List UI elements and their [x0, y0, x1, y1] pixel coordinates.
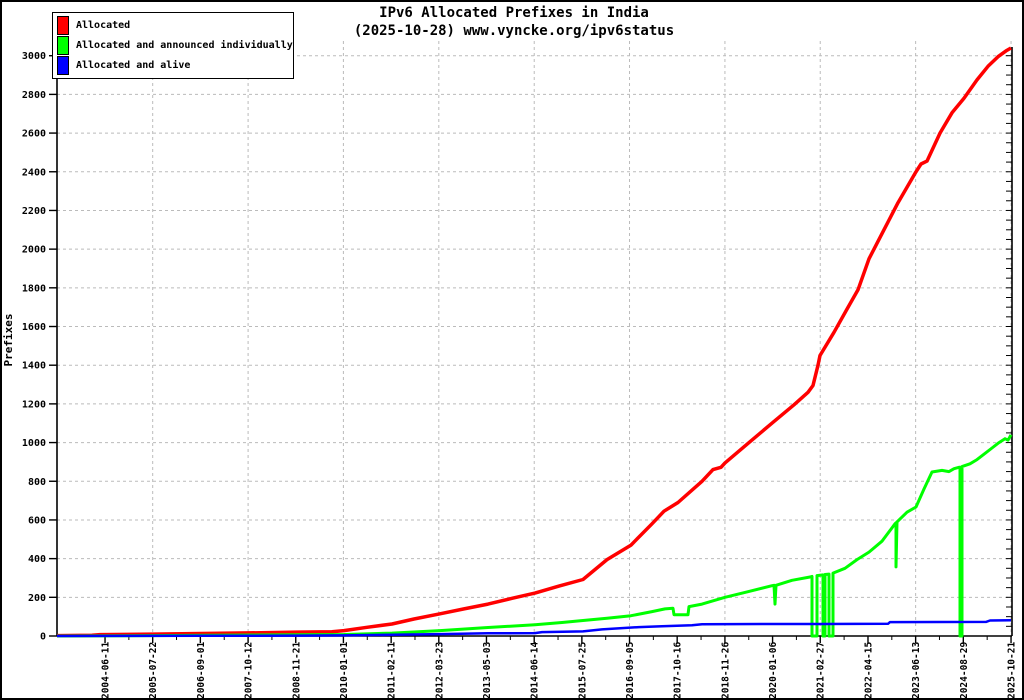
y-tick-label: 2200 — [22, 206, 46, 217]
x-tick-label: 2004-06-11 — [101, 642, 112, 699]
x-tick-label: 2005-07-22 — [148, 642, 159, 699]
y-tick-label: 1800 — [22, 283, 46, 294]
x-tick-label: 2011-02-11 — [387, 642, 398, 699]
legend-label: Allocated and announced individually — [76, 39, 293, 51]
x-tick-label: 2013-05-03 — [482, 642, 493, 699]
x-tick-label: 2016-09-05 — [625, 642, 636, 699]
legend-label: Allocated — [76, 19, 131, 31]
x-tick-label: 2010-01-01 — [339, 642, 350, 699]
y-tick-label: 2000 — [22, 245, 46, 256]
legend-item: Allocated — [57, 15, 293, 35]
y-tick-label: 600 — [28, 515, 46, 526]
series-allocated-and-alive — [56, 619, 1012, 638]
y-tick-label: 800 — [28, 477, 46, 488]
chart-subtitle: (2025-10-28) www.vyncke.org/ipv6status — [353, 23, 675, 39]
x-tick-label: 2025-10-21 — [1007, 642, 1018, 699]
chart-title: IPv6 Allocated Prefixes in India — [379, 5, 649, 21]
chart-title-block: IPv6 Allocated Prefixes in India (2025-1… — [2, 4, 1022, 40]
x-tick-label: 2023-06-13 — [911, 642, 922, 699]
y-tick-label: 2400 — [22, 167, 46, 178]
x-tick-label: 2018-11-26 — [720, 642, 731, 699]
x-tick-label: 2007-10-12 — [244, 642, 255, 699]
x-tick-label: 2006-09-01 — [196, 642, 207, 699]
y-axis-label: Prefixes — [2, 313, 15, 367]
y-tick-label: 0 — [40, 632, 46, 643]
x-tick-label: 2015-07-25 — [577, 642, 588, 699]
x-tick-label: 2024-08-29 — [959, 642, 970, 699]
legend-item: Allocated and alive — [57, 55, 293, 75]
x-tick-label: 2020-01-06 — [768, 642, 779, 699]
x-tick-label: 2017-10-16 — [673, 642, 684, 699]
y-tick-label: 1400 — [22, 361, 46, 372]
x-tick-label: 2021-02-27 — [816, 642, 827, 699]
y-tick-label: 1200 — [22, 399, 46, 410]
series-allocated — [56, 46, 1012, 638]
x-tick-label: 2008-11-21 — [291, 642, 302, 699]
y-tick-label: 200 — [28, 593, 46, 604]
y-tick-label: 400 — [28, 554, 46, 565]
x-tick-label: 2012-03-23 — [434, 642, 445, 699]
x-tick-label: 2014-06-14 — [530, 642, 541, 699]
series-allocated-and-announced-individually — [56, 434, 1013, 638]
y-tick-label: 3000 — [22, 51, 46, 62]
y-tick-label: 1600 — [22, 322, 46, 333]
x-tick-label: 2022-04-15 — [863, 642, 874, 699]
y-tick-label: 2600 — [22, 129, 46, 140]
legend-swatch — [57, 15, 69, 35]
legend-swatch — [57, 35, 69, 55]
legend: Allocated Allocated and announced individ… — [52, 12, 294, 79]
legend-item: Allocated and announced individually — [57, 35, 293, 55]
y-tick-label: 1000 — [22, 438, 46, 449]
legend-label: Allocated and alive — [76, 59, 191, 71]
y-tick-label: 2800 — [22, 90, 46, 101]
legend-swatch — [57, 55, 69, 75]
